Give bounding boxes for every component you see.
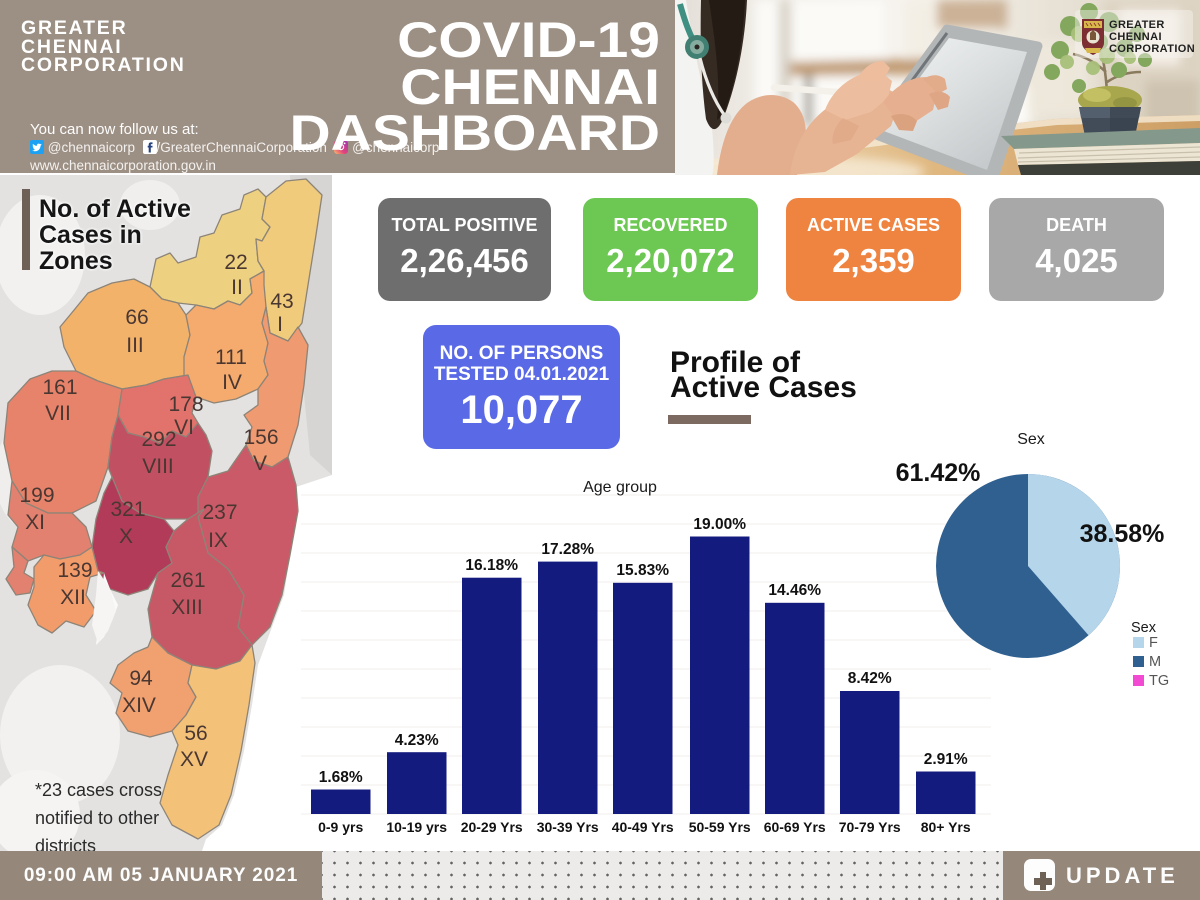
svg-text:61.42%: 61.42% [896,459,981,487]
svg-text:56: 56 [184,722,207,745]
svg-text:TG: TG [1149,673,1169,689]
svg-text:16.18%: 16.18% [465,557,518,574]
svg-text:70-79 Yrs: 70-79 Yrs [839,819,901,835]
svg-text:M: M [1149,654,1161,670]
svg-text:Sex: Sex [1017,431,1045,448]
svg-text:237: 237 [202,501,237,524]
svg-text:1.68%: 1.68% [319,769,363,786]
svg-text:Sex: Sex [1131,620,1157,636]
svg-text:30-39 Yrs: 30-39 Yrs [537,819,599,835]
svg-text:14.46%: 14.46% [768,582,821,599]
svg-text:43: 43 [270,290,293,313]
svg-text:156: 156 [243,426,278,449]
svg-text:I: I [277,313,283,336]
svg-text:60-69 Yrs: 60-69 Yrs [764,819,826,835]
svg-text:66: 66 [125,306,148,329]
svg-text:XIII: XIII [171,596,203,619]
svg-text:321: 321 [110,498,145,521]
svg-text:292: 292 [141,428,176,451]
svg-text:XI: XI [25,511,45,534]
svg-text:261: 261 [170,569,205,592]
svg-text:20-29 Yrs: 20-29 Yrs [461,819,523,835]
svg-text:8.42%: 8.42% [848,670,892,687]
svg-text:17.28%: 17.28% [541,541,594,558]
svg-text:VIII: VIII [142,455,174,478]
svg-text:CORPORATION: CORPORATION [1109,43,1195,55]
svg-text:161: 161 [42,376,77,399]
svg-text:IV: IV [222,371,242,394]
svg-text:XII: XII [60,586,86,609]
svg-text:10-19 yrs: 10-19 yrs [386,819,447,835]
svg-text:199: 199 [19,484,54,507]
svg-text:CHENNAI: CHENNAI [1109,31,1162,43]
svg-text:2.91%: 2.91% [924,751,968,768]
svg-text:139: 139 [57,559,92,582]
svg-text:II: II [231,276,243,299]
svg-text:GREATER: GREATER [1109,19,1165,31]
svg-text:0-9 yrs: 0-9 yrs [318,819,363,835]
svg-text:XV: XV [180,748,208,771]
svg-text:178: 178 [168,393,203,416]
svg-text:VII: VII [45,402,71,425]
svg-text:50-59 Yrs: 50-59 Yrs [689,819,751,835]
svg-text:94: 94 [129,667,153,690]
svg-text:F: F [1149,635,1158,651]
svg-text:40-49 Yrs: 40-49 Yrs [612,819,674,835]
svg-text:XIV: XIV [122,694,156,717]
svg-text:15.83%: 15.83% [616,562,669,579]
svg-text:22: 22 [224,251,247,274]
svg-text:4.23%: 4.23% [395,732,439,749]
svg-text:X: X [119,525,133,548]
svg-text:38.58%: 38.58% [1080,520,1165,548]
svg-text:III: III [126,334,144,357]
svg-text:111: 111 [215,346,247,369]
svg-text:Age group: Age group [583,479,657,496]
svg-text:V: V [253,452,267,475]
svg-text:VI: VI [174,416,194,439]
svg-text:IX: IX [208,529,228,552]
svg-text:80+ Yrs: 80+ Yrs [921,819,971,835]
svg-text:19.00%: 19.00% [693,516,746,533]
